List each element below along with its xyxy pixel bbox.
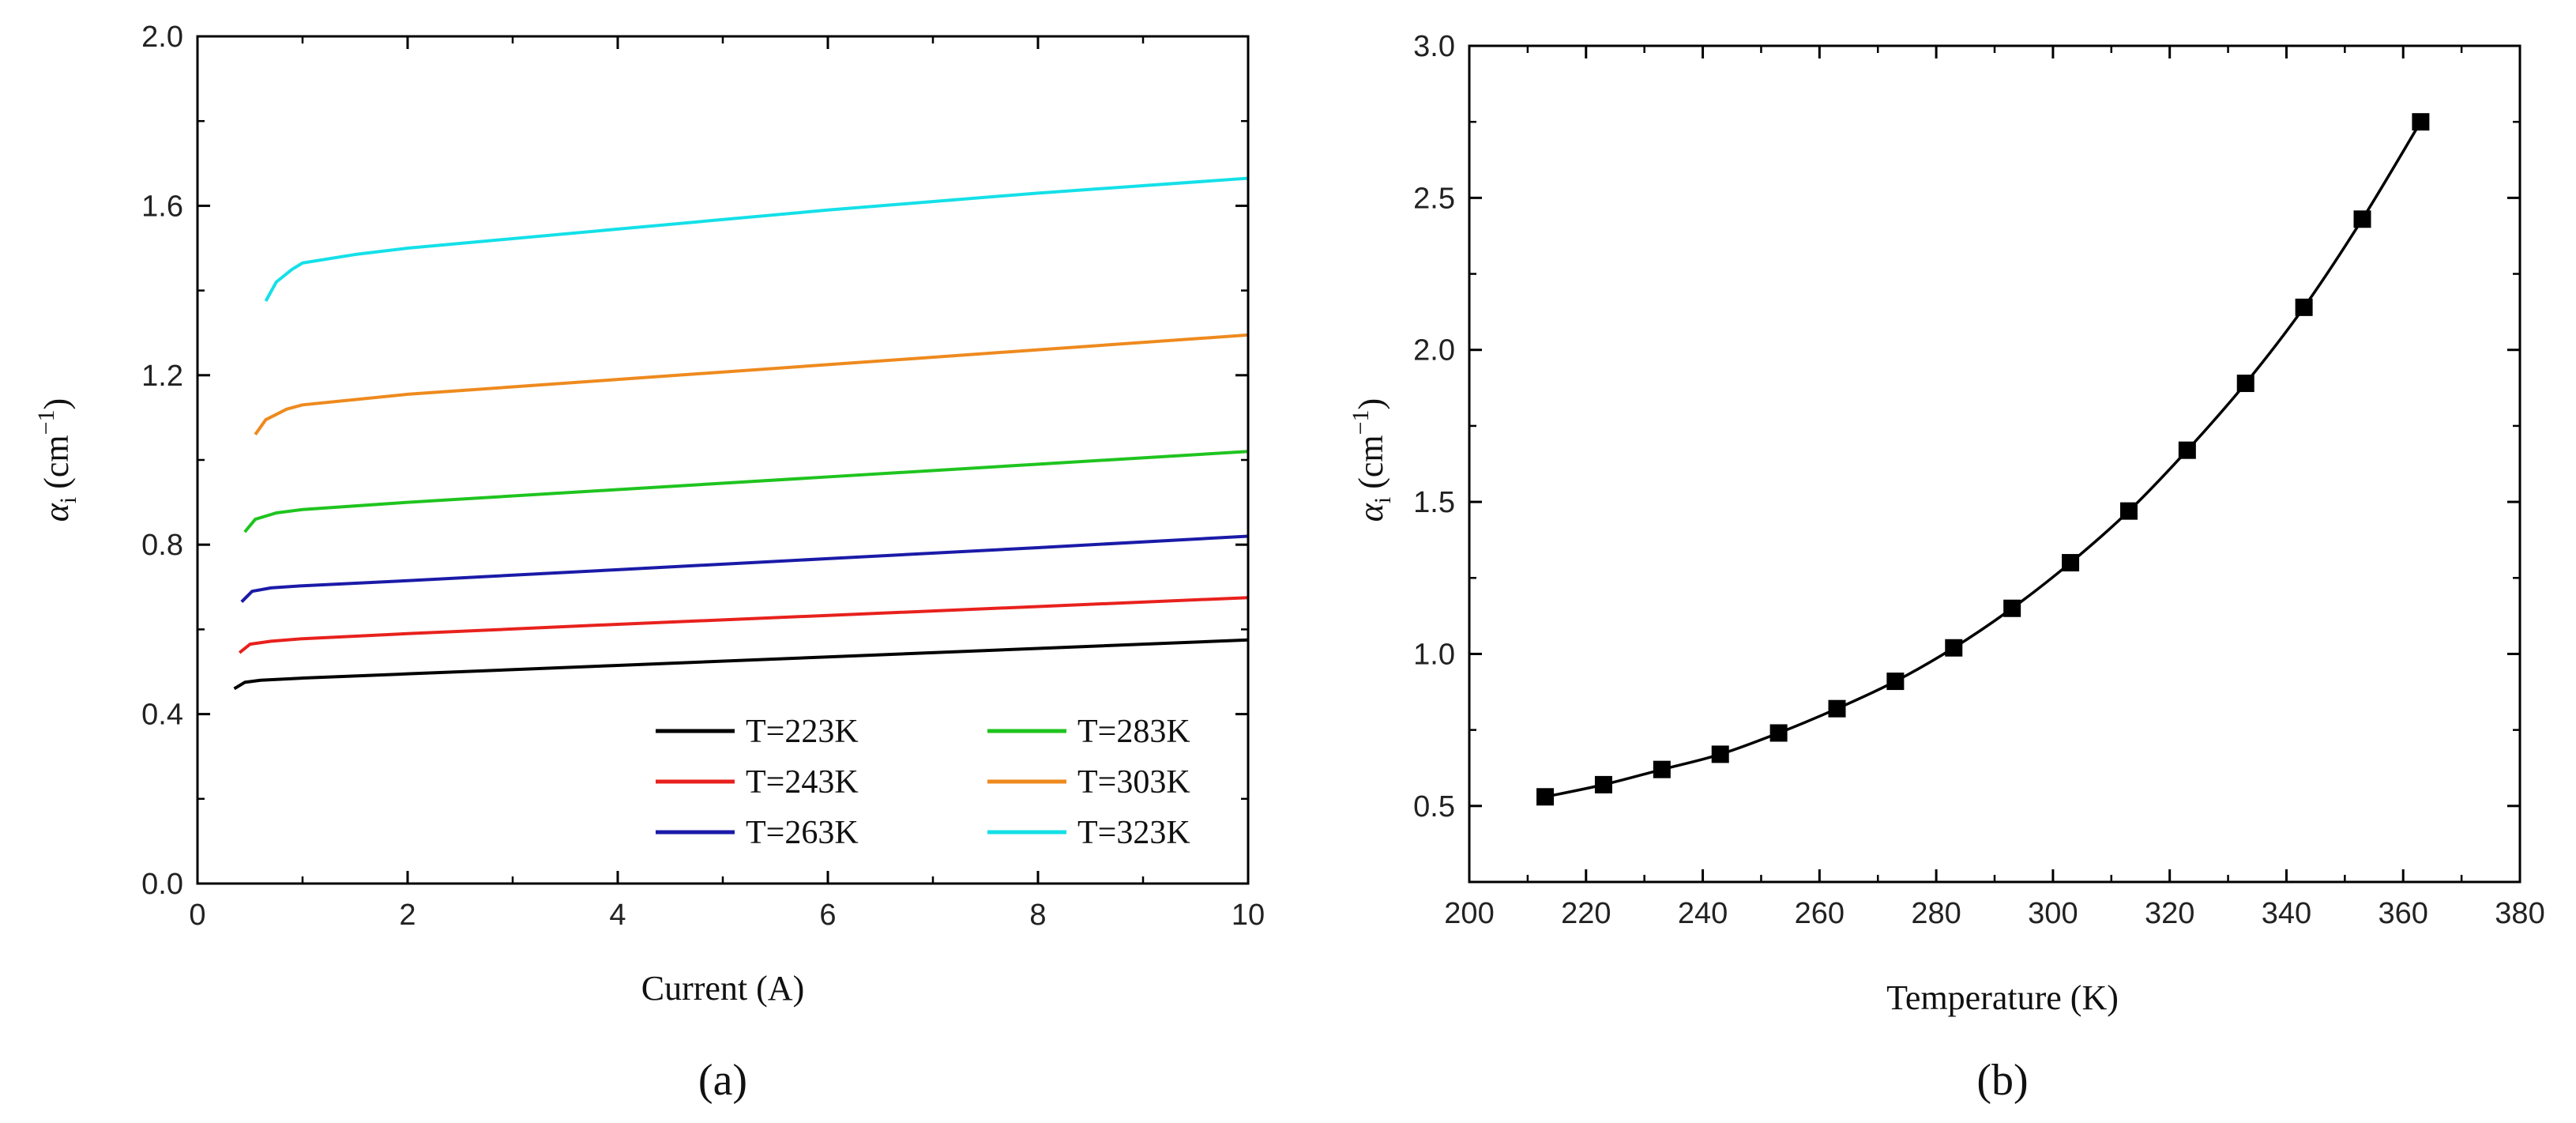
b-x-tick-label: 380 xyxy=(2495,897,2544,930)
b-data-point-marker xyxy=(2178,441,2196,459)
panel-b-series xyxy=(1536,113,2430,806)
b-y-tick-label: 2.0 xyxy=(1413,334,1455,367)
b-data-point-marker xyxy=(2353,210,2371,228)
b-y-tick-label: 1.0 xyxy=(1413,638,1455,671)
a-series-line-T=303K xyxy=(254,333,1249,435)
b-data-point-marker xyxy=(1945,639,1963,657)
b-x-tick-label: 320 xyxy=(2145,897,2194,930)
legend-label-T=303K: T=303K xyxy=(1077,764,1190,801)
b-data-point-marker xyxy=(1653,760,1671,778)
panel-a-legend: T=223K T=243K T=263K T=283K T=303K T=323K xyxy=(656,714,1190,851)
panel-a-x-axis-title: Current (A) xyxy=(641,969,805,1008)
legend-label-T=223K: T=223K xyxy=(746,714,859,750)
a-x-tick-label: 4 xyxy=(609,899,626,932)
panel-b-y-axis-subscript: i xyxy=(1370,497,1396,503)
b-x-tick-label: 260 xyxy=(1795,897,1845,930)
panel-b-chart: 200 220 240 260 280 300 320 340 360 380 0.5 1.0 1.5… xyxy=(1348,30,2545,1105)
b-data-point-marker xyxy=(1828,699,1846,718)
panel-b-x-axis-title: Temperature (K) xyxy=(1886,978,2119,1017)
panel-b-y-axis-unit-open: (cm xyxy=(1352,435,1390,488)
a-x-tick-label: 0 xyxy=(189,899,205,932)
panel-a-plot-frame xyxy=(196,35,1250,885)
a-y-tick-label: 0.4 xyxy=(141,699,183,732)
b-data-point-marker xyxy=(2295,298,2313,316)
b-data-point-marker xyxy=(1536,788,1555,806)
b-x-tick-label: 280 xyxy=(1911,897,1961,930)
b-data-point-marker xyxy=(2119,502,2138,520)
a-series-line-T=223K xyxy=(233,638,1249,691)
b-x-tick-label: 240 xyxy=(1678,897,1728,930)
panel-b-x-tick-labels: 200 220 240 260 280 300 320 340 360 380 xyxy=(1444,897,2544,930)
b-y-tick-label: 3.0 xyxy=(1413,30,1455,63)
b-data-point-marker xyxy=(2062,554,2080,572)
a-y-tick-label: 2.0 xyxy=(141,21,183,54)
panel-b-y-axis-unit-exp: −1 xyxy=(1348,409,1374,435)
a-x-tick-label: 6 xyxy=(819,899,836,932)
panel-a-y-axis-unit-exp: −1 xyxy=(33,409,59,435)
b-y-tick-label: 2.5 xyxy=(1413,182,1455,215)
panel-a-y-axis-unit-close: ) xyxy=(37,398,76,410)
b-series-curve xyxy=(1544,121,2422,798)
panel-b-y-axis-title: αi (cm−1) xyxy=(1348,398,1396,522)
panel-b-y-axis-symbol: α xyxy=(1352,503,1390,522)
panel-a-y-axis-title: αi (cm−1) xyxy=(33,398,81,522)
a-y-tick-label: 0.8 xyxy=(141,529,183,562)
b-data-point-marker xyxy=(1594,775,1612,793)
b-x-tick-label: 340 xyxy=(2262,897,2311,930)
panel-a-label: (a) xyxy=(698,1056,747,1105)
a-series-line-T=323K xyxy=(264,176,1249,302)
b-data-point-marker xyxy=(1886,673,1905,691)
a-y-tick-label: 1.2 xyxy=(141,360,183,393)
a-series-line-T=263K xyxy=(240,534,1249,603)
panel-a-x-tick-labels: 0 2 4 6 8 10 xyxy=(189,899,1265,932)
panel-b-plot-frame xyxy=(1468,44,2521,884)
b-y-tick-label: 1.5 xyxy=(1413,486,1455,519)
b-x-tick-label: 200 xyxy=(1444,897,1494,930)
panel-b-label: (b) xyxy=(1976,1056,2028,1105)
panel-a-y-tick-labels: 0.0 0.4 0.8 1.2 1.6 2.0 xyxy=(141,21,183,901)
panel-a-y-axis-unit-open: (cm xyxy=(37,435,76,488)
legend-label-T=243K: T=243K xyxy=(746,764,859,801)
a-x-tick-label: 8 xyxy=(1029,899,1046,932)
a-y-tick-label: 1.6 xyxy=(141,190,183,223)
a-series-line-T=243K xyxy=(238,596,1249,654)
a-x-tick-label: 2 xyxy=(399,899,416,932)
panel-a-chart: 0 2 4 6 8 10 0.0 0.4 0.8 1.2 1.6 2.0 Current (A) α… xyxy=(33,21,1265,1105)
panel-a-y-axis-subscript: i xyxy=(55,497,81,503)
b-data-point-marker xyxy=(1711,745,1729,763)
legend-label-T=263K: T=263K xyxy=(746,815,859,851)
b-data-point-marker xyxy=(2003,599,2021,617)
b-x-tick-label: 360 xyxy=(2379,897,2428,930)
b-data-point-marker xyxy=(2412,113,2430,131)
b-x-tick-label: 300 xyxy=(2028,897,2078,930)
legend-label-T=323K: T=323K xyxy=(1077,815,1190,851)
b-x-tick-label: 220 xyxy=(1561,897,1611,930)
legend-label-T=283K: T=283K xyxy=(1077,714,1190,750)
b-data-point-marker xyxy=(2236,375,2254,393)
b-y-tick-label: 0.5 xyxy=(1413,790,1455,823)
a-x-tick-label: 10 xyxy=(1232,899,1265,932)
panel-a-y-axis-symbol: α xyxy=(37,503,76,522)
a-series-line-T=283K xyxy=(243,450,1249,533)
panel-b-ticks xyxy=(1468,44,2521,884)
b-data-point-marker xyxy=(1769,724,1788,742)
panel-b-y-axis-unit-close: ) xyxy=(1352,398,1390,410)
panel-a-series xyxy=(233,176,1249,691)
panel-b-y-tick-labels: 0.5 1.0 1.5 2.0 2.5 3.0 xyxy=(1413,30,1455,823)
a-y-tick-label: 0.0 xyxy=(141,868,183,901)
